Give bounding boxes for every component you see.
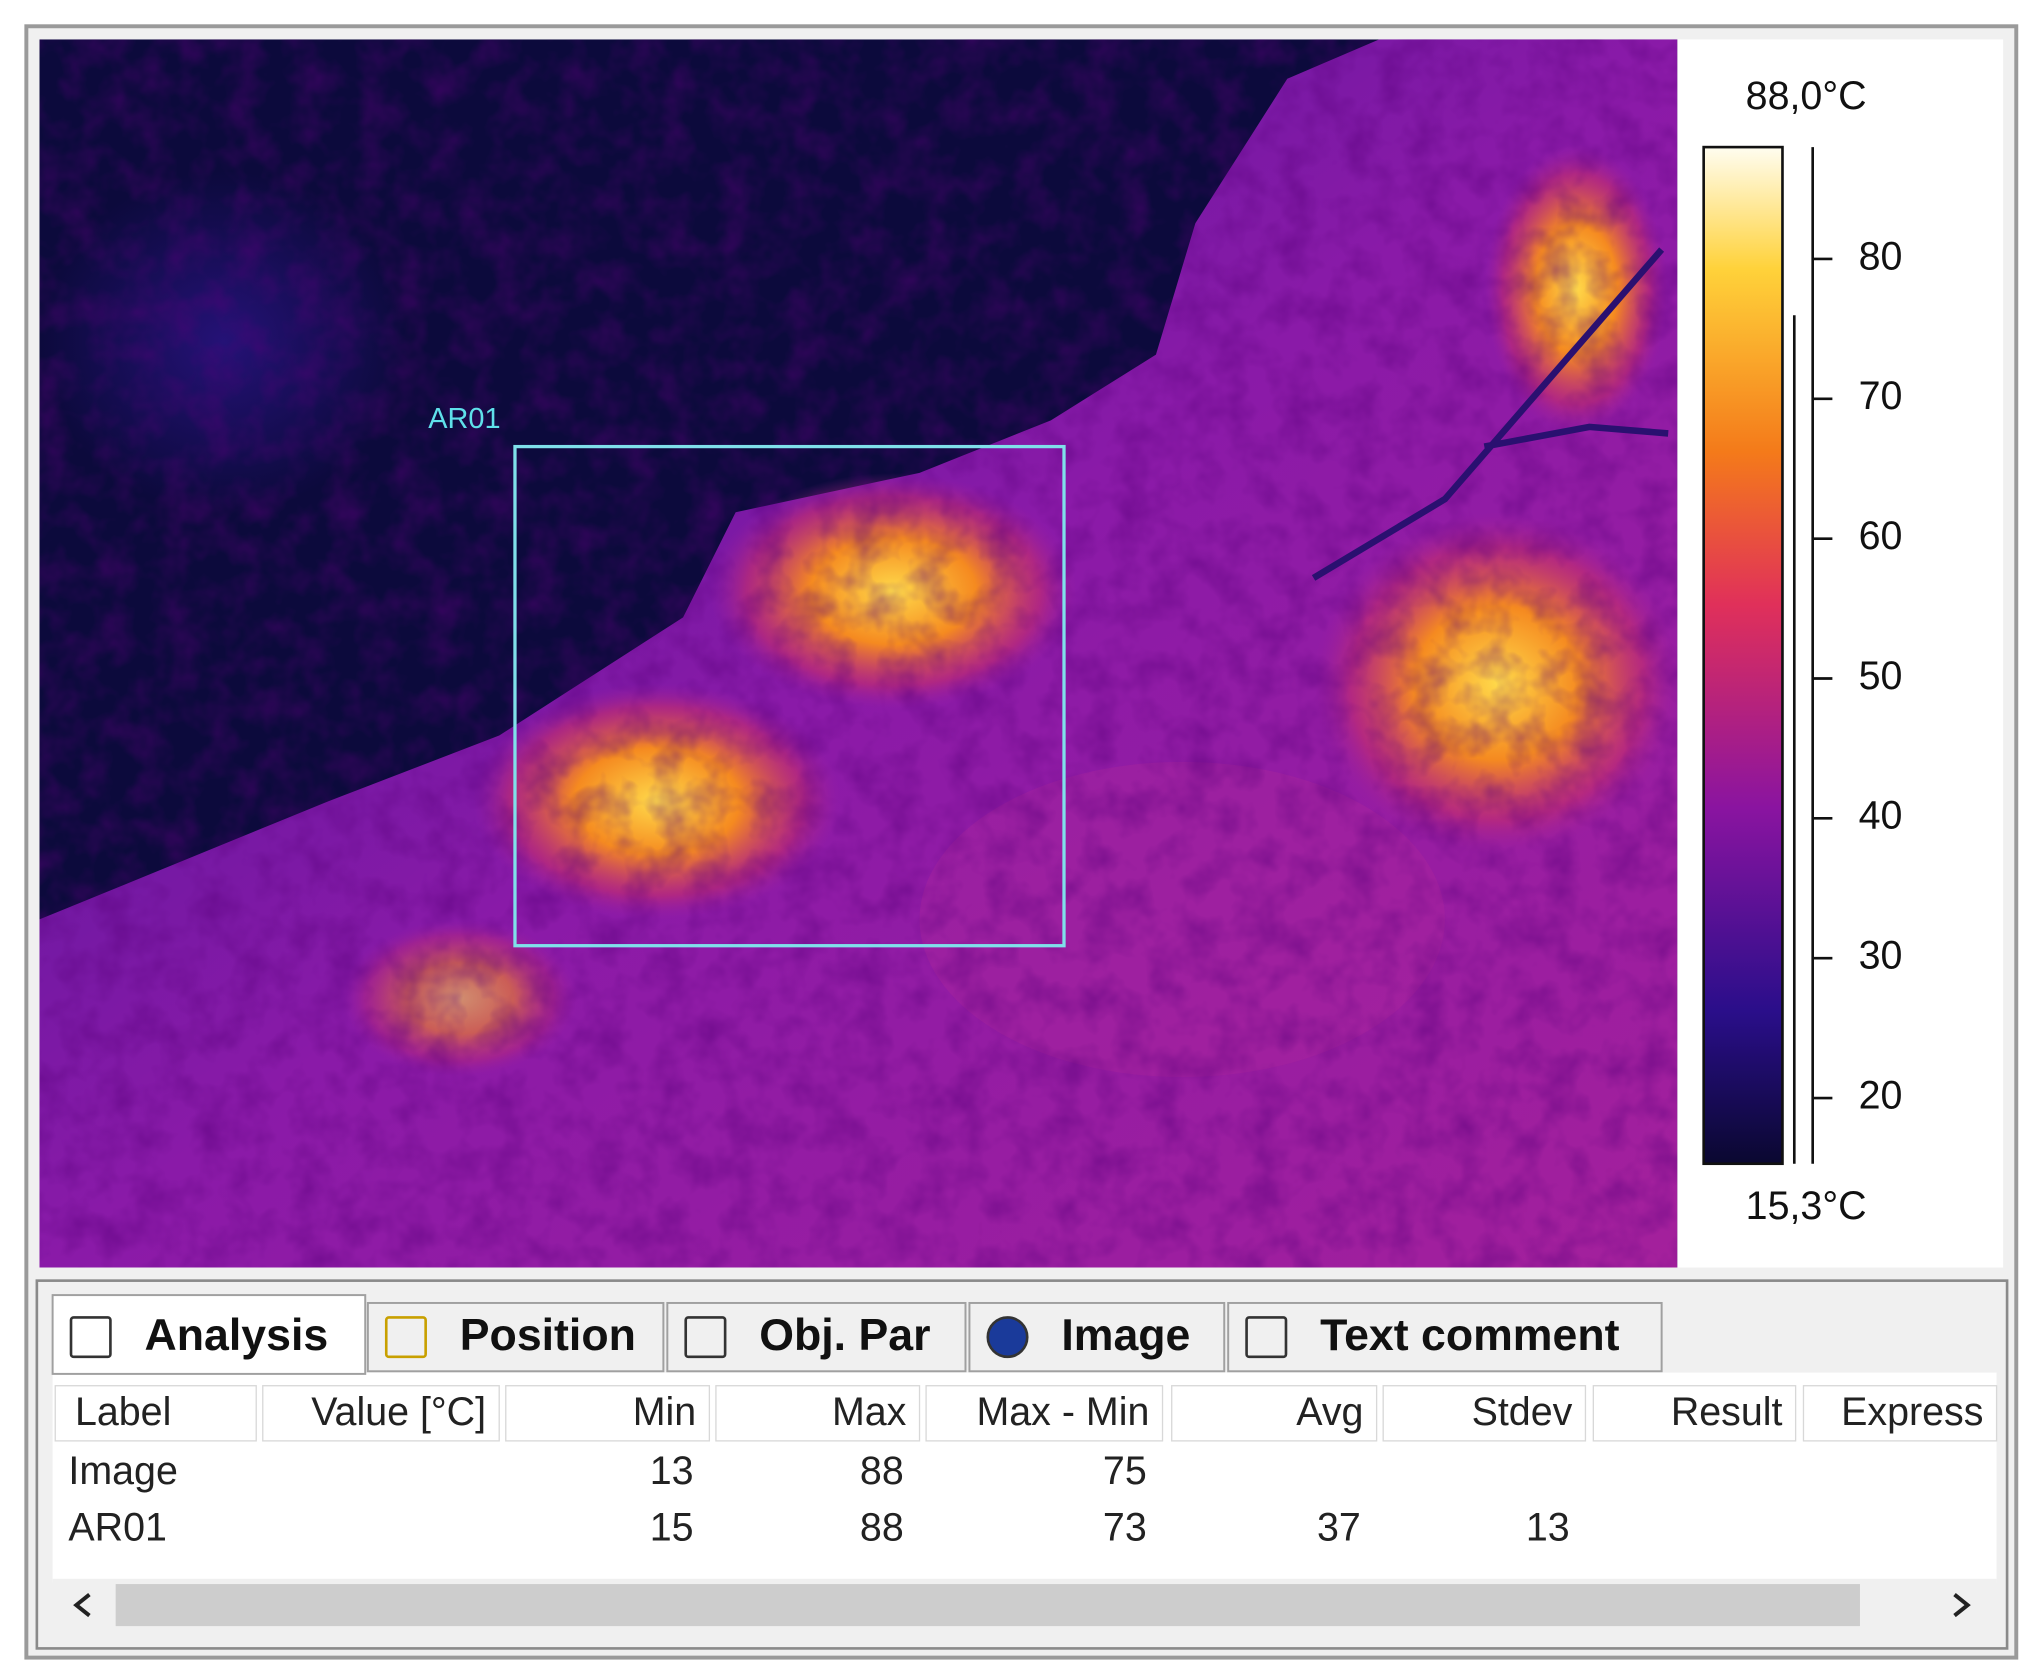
roi-label: AR01 [428, 403, 500, 435]
tab-label: Analysis [145, 1311, 329, 1360]
colorbar-tick-label: 80 [1859, 234, 1903, 278]
column-header-label: Avg [1296, 1390, 1363, 1434]
tab-icon [986, 1316, 1029, 1359]
tab[interactable] [666, 1301, 967, 1373]
table-cell: 13 [1526, 1506, 1570, 1550]
scroll-left[interactable] [73, 1593, 91, 1618]
tab-label: Obj. Par [759, 1311, 930, 1360]
table-cell: 37 [1317, 1506, 1361, 1550]
tab[interactable] [1227, 1301, 1663, 1373]
tab-icon [69, 1316, 112, 1359]
column-header[interactable] [1592, 1385, 1797, 1442]
column-header-label: Max [832, 1390, 907, 1434]
column-header-label: Min [633, 1390, 696, 1434]
colorbar-tick-label: 70 [1859, 374, 1903, 418]
scroll-thumb[interactable] [115, 1584, 1860, 1627]
colorbar-tick-label: 20 [1859, 1073, 1903, 1117]
tab-icon [384, 1316, 427, 1359]
column-header[interactable] [1802, 1385, 1998, 1442]
column-header[interactable] [925, 1385, 1164, 1442]
colorbar-min: 15,3°C [1746, 1184, 1867, 1228]
table-cell: 13 [650, 1449, 694, 1493]
scroll-right[interactable] [1953, 1593, 1971, 1618]
column-header[interactable] [715, 1385, 921, 1442]
colorbar-tick-label: 30 [1859, 934, 1903, 978]
tab[interactable] [366, 1301, 665, 1373]
column-header[interactable] [505, 1385, 711, 1442]
table-cell: 15 [650, 1506, 694, 1550]
column-header-label: Stdev [1472, 1390, 1573, 1434]
tab[interactable] [51, 1294, 367, 1375]
roi-box[interactable] [513, 444, 1066, 948]
table-cell: AR01 [68, 1506, 167, 1550]
column-header[interactable] [54, 1385, 257, 1442]
tab-label: Text comment [1320, 1311, 1619, 1360]
colorbar-tick-label: 50 [1859, 654, 1903, 698]
column-header-label: Max - Min [976, 1390, 1149, 1434]
column-header-label: Value [°C] [311, 1390, 486, 1434]
column-header[interactable] [262, 1385, 500, 1442]
column-header-label: Result [1671, 1390, 1783, 1434]
colorbar [1702, 145, 1784, 1166]
column-header-label: Express [1841, 1390, 1983, 1434]
tab-label: Position [460, 1311, 636, 1360]
tab-icon [1245, 1316, 1288, 1359]
table-cell: 88 [860, 1449, 904, 1493]
colorbar-tick-label: 60 [1859, 514, 1903, 558]
tab-label: Image [1061, 1311, 1190, 1360]
thermal-image: AR01 [39, 39, 1678, 1268]
colorbar-max: 88,0°C [1746, 74, 1867, 118]
table-cell: 73 [1103, 1506, 1147, 1550]
colorbar-tick-label: 40 [1859, 794, 1903, 838]
tab-icon [684, 1316, 727, 1359]
table-cell: 88 [860, 1506, 904, 1550]
column-header[interactable] [1382, 1385, 1587, 1442]
table-cell: 75 [1103, 1449, 1147, 1493]
column-header[interactable] [1171, 1385, 1378, 1442]
column-header-label: Label [75, 1390, 171, 1434]
table-cell: Image [68, 1449, 177, 1493]
